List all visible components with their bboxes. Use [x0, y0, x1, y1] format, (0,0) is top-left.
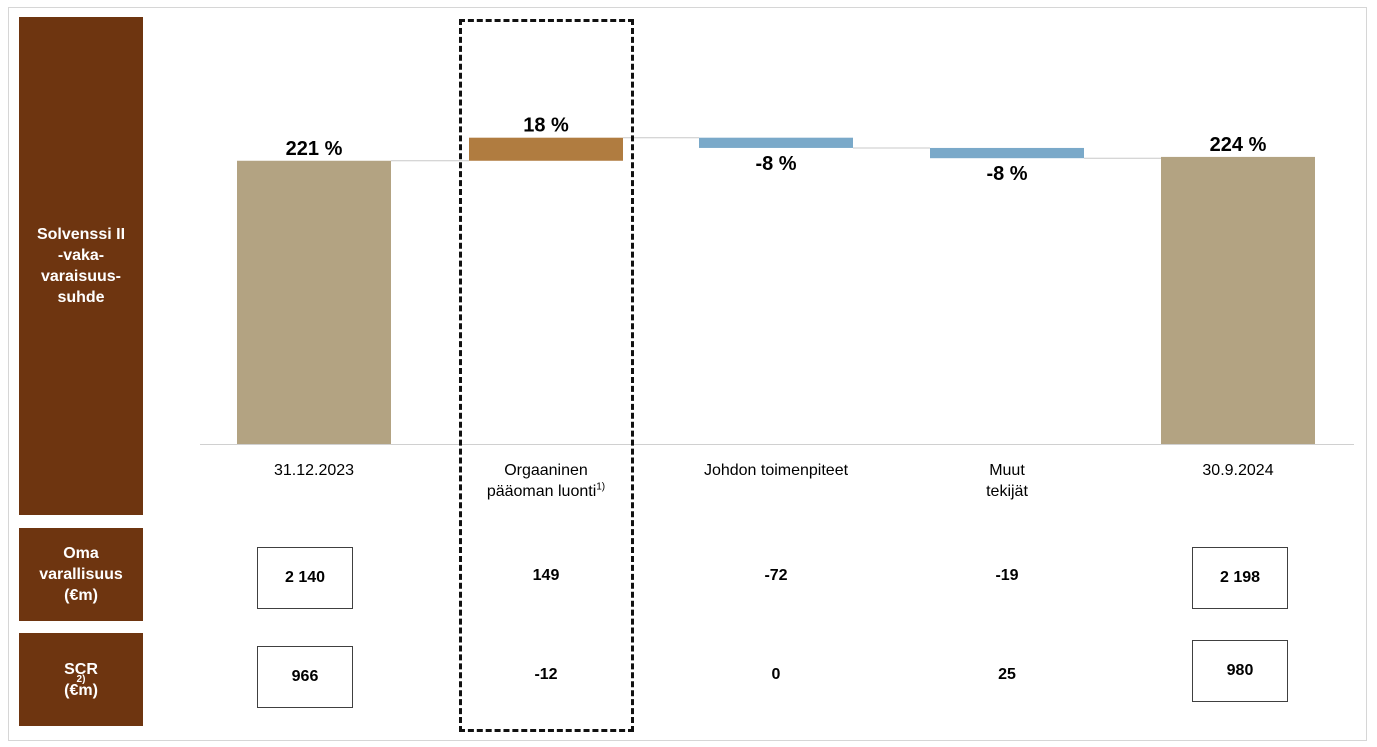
- own-funds-value: 149: [532, 567, 560, 584]
- category-label-line: tekijät: [986, 483, 1028, 500]
- scr-label-line-2: (€m): [64, 681, 98, 699]
- own-funds-label-line-3: (€m): [64, 587, 98, 604]
- solvency-ratio-row-label: Solvenssi II -vaka- varaisuus- suhde: [19, 17, 143, 515]
- bar-value-label: 221 %: [286, 138, 343, 160]
- bar-value-label: 18 %: [523, 115, 569, 137]
- scr-row-label: SCR 2) (€m): [19, 633, 143, 726]
- own-funds-value: 2 140: [257, 547, 353, 609]
- category-label-line: Johdon toimenpiteet: [703, 462, 849, 479]
- ratio-label-line-4: suhde: [57, 289, 105, 306]
- bar-value-label: -8 %: [755, 153, 796, 175]
- scr-value: -12: [534, 666, 558, 683]
- own-funds-value: -72: [764, 567, 788, 584]
- own-funds-label-line-1: Oma: [63, 545, 99, 562]
- category-label: Johdon toimenpiteet: [676, 460, 876, 481]
- scr-value: 980: [1192, 640, 1288, 702]
- category-label: 31.12.2023: [214, 460, 414, 481]
- footnote-marker: 1): [596, 481, 606, 493]
- ratio-label-line-1: Solvenssi II: [36, 226, 126, 243]
- chart-frame: [8, 7, 1367, 741]
- category-label-line: 31.12.2023: [273, 462, 355, 479]
- category-label: 30.9.2024: [1138, 460, 1338, 481]
- category-label: Orgaaninen pääoman luonti1): [446, 460, 646, 502]
- scr-label-text: SCR: [64, 660, 98, 678]
- category-label-line: 30.9.2024: [1202, 462, 1274, 479]
- own-funds-row-label: Oma varallisuus (€m): [19, 528, 143, 621]
- bar-value-label: 224 %: [1210, 134, 1267, 156]
- ratio-label-line-2: -vaka-: [57, 247, 105, 264]
- scr-value: 0: [771, 666, 781, 683]
- ratio-label-line-3: varaisuus-: [40, 268, 122, 285]
- highlight-dashed-box: [459, 19, 634, 732]
- own-funds-value: -19: [995, 567, 1019, 584]
- bar-value-label: -8 %: [986, 163, 1027, 185]
- bar-total: [1161, 156, 1315, 444]
- category-label-line: Muut: [989, 462, 1025, 479]
- scr-label-line-1: SCR 2): [64, 660, 98, 685]
- scr-value: 966: [257, 646, 353, 708]
- category-label-line: pääoman luonti1): [486, 481, 606, 500]
- category-label-line: Orgaaninen: [504, 462, 588, 479]
- own-funds-label-line-2: varallisuus: [39, 566, 123, 583]
- category-label: Muut tekijät: [907, 460, 1107, 502]
- bar-total: [237, 160, 391, 444]
- bar-decrease: [699, 137, 853, 148]
- scr-value: 25: [998, 666, 1016, 683]
- bar-increase: [469, 137, 623, 161]
- bar-decrease: [930, 147, 1084, 159]
- own-funds-value: 2 198: [1192, 547, 1288, 609]
